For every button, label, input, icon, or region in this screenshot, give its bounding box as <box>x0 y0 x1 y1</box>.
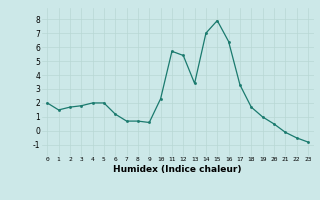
X-axis label: Humidex (Indice chaleur): Humidex (Indice chaleur) <box>113 165 242 174</box>
